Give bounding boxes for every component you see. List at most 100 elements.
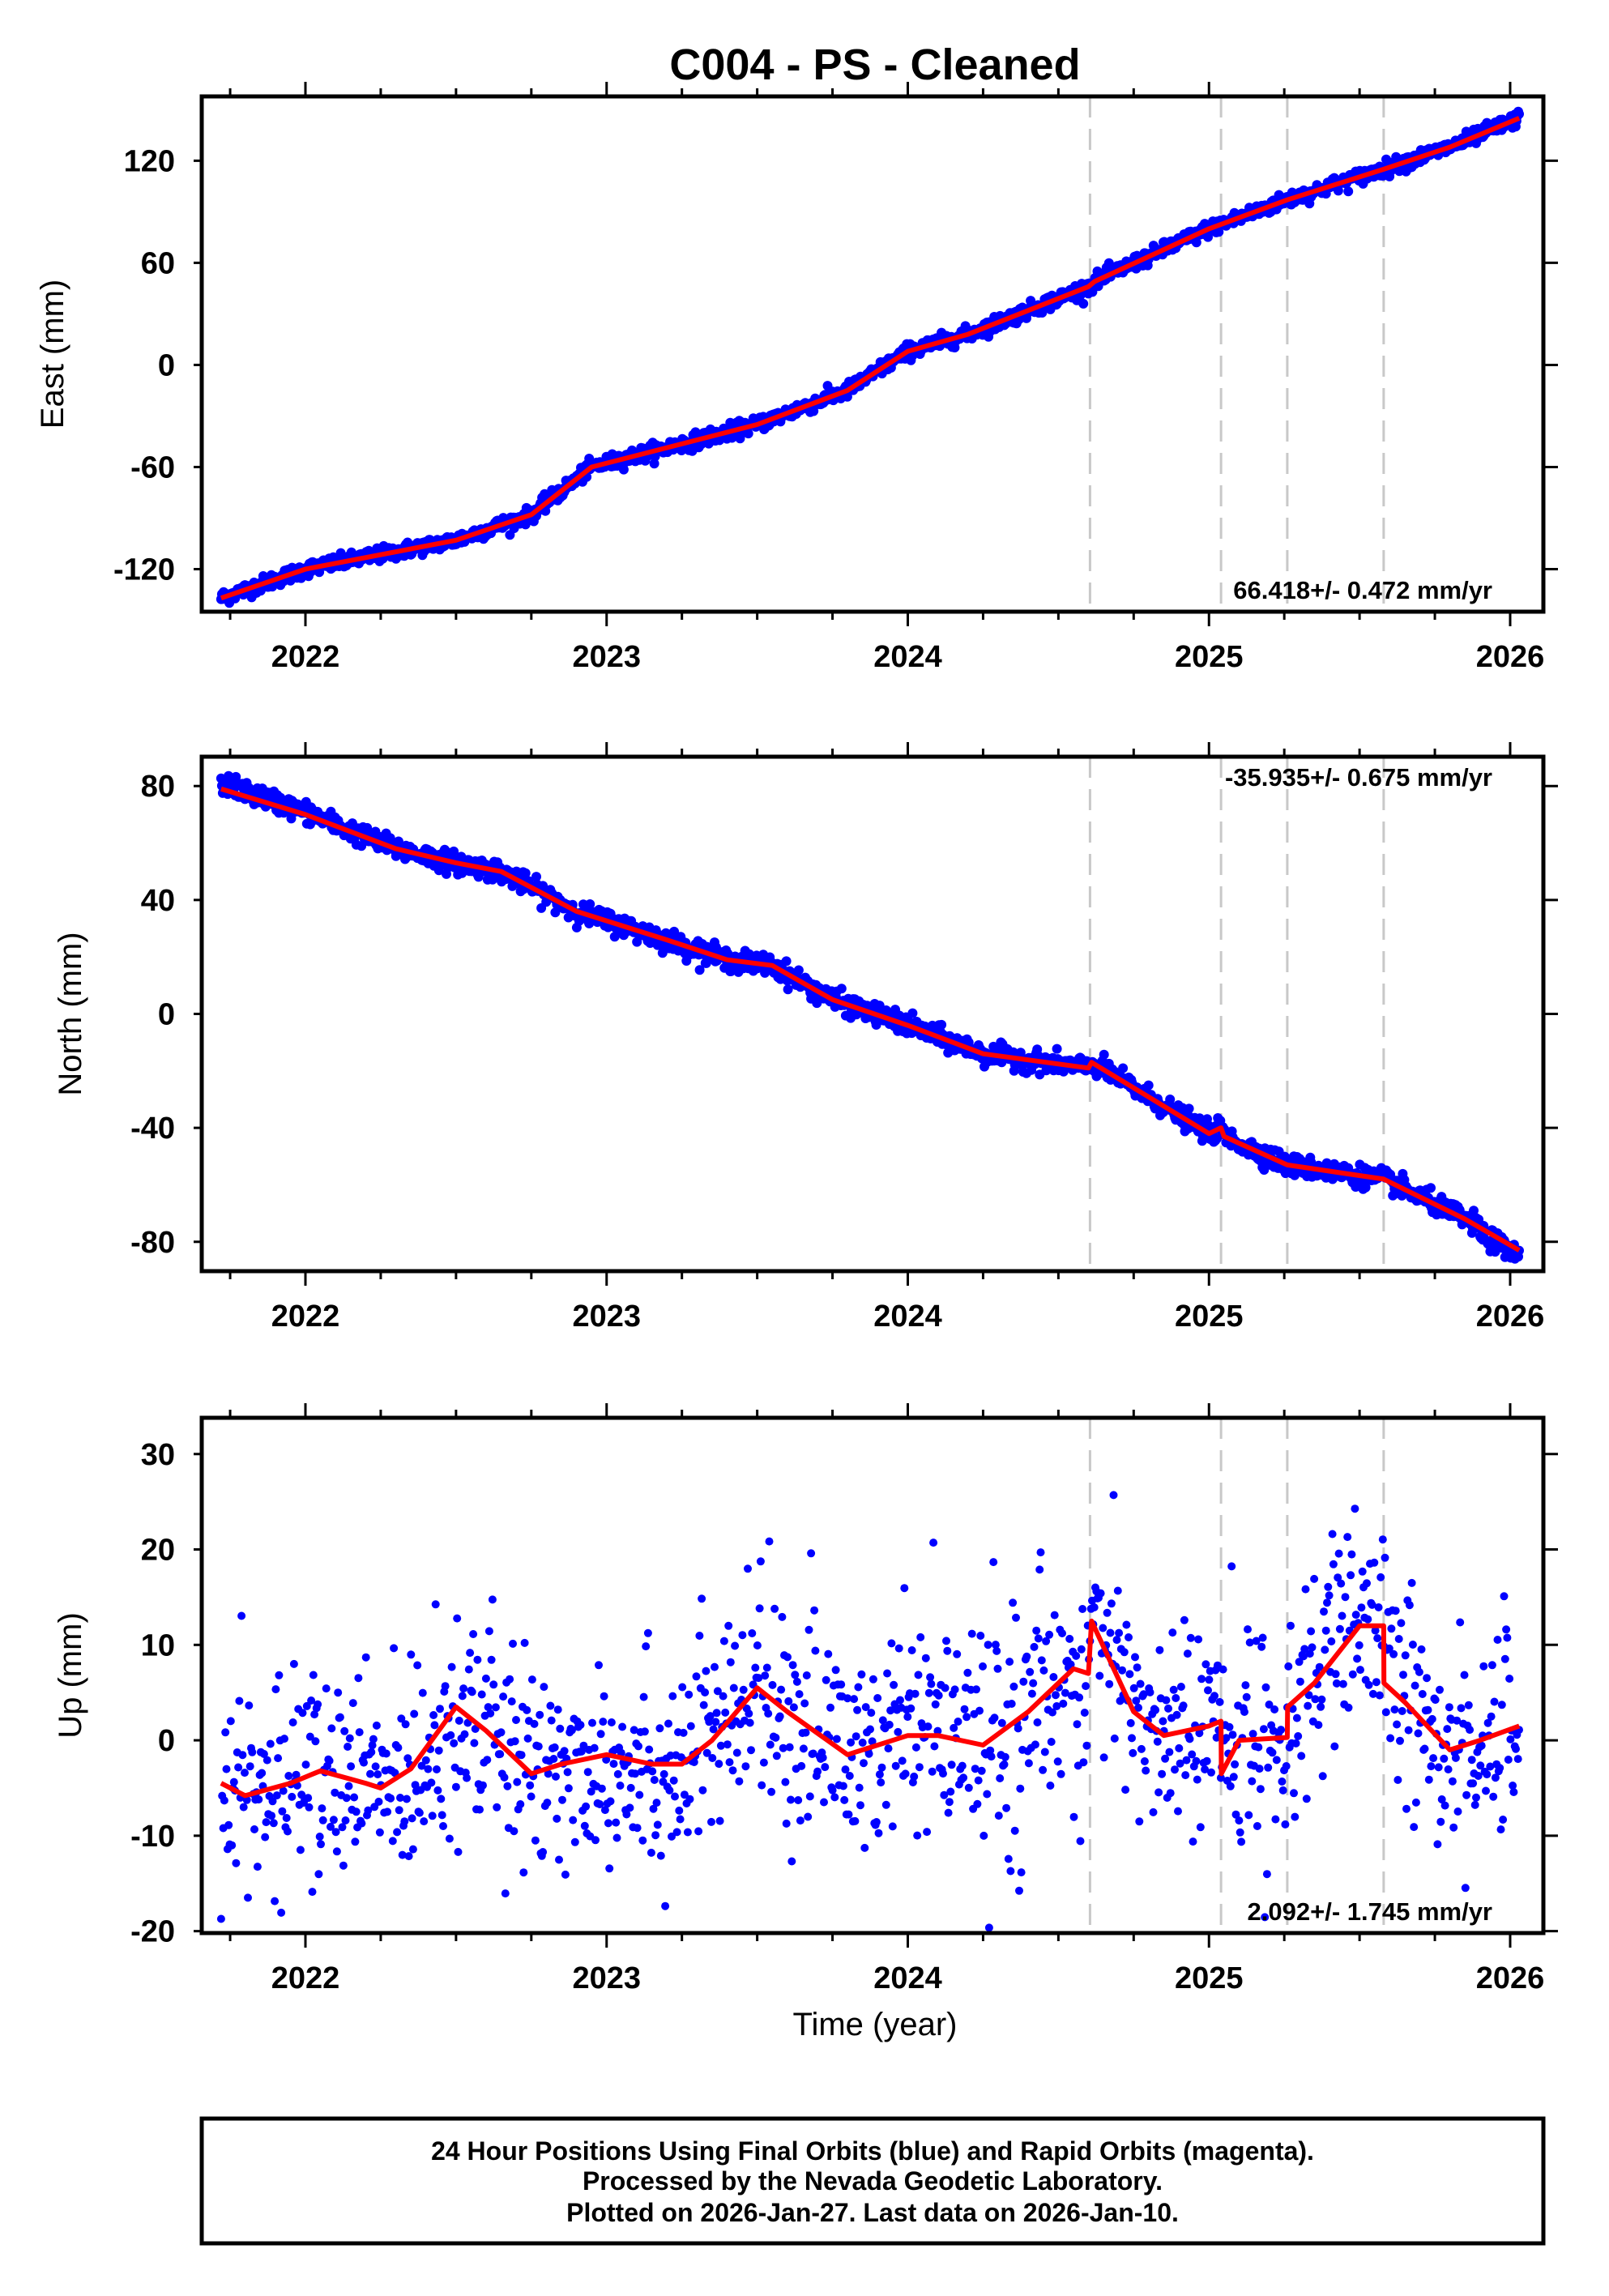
data-point [856,1801,864,1810]
data-point [1433,1840,1442,1849]
data-point [911,1743,920,1752]
data-point [884,1744,893,1753]
data-point [992,1646,1001,1655]
data-point [898,1756,907,1765]
data-point [261,1833,270,1841]
data-point [942,1637,950,1645]
data-point [536,1710,544,1719]
data-point [671,1792,679,1801]
data-point [373,1770,382,1779]
data-point [1291,1812,1300,1821]
data-point [460,1730,469,1739]
x-tick-label: 2025 [1175,1961,1244,1995]
data-point [258,1769,267,1777]
data-point [583,1768,592,1777]
data-point [1075,1693,1084,1702]
data-point [1258,1633,1267,1642]
data-point [446,1731,455,1739]
data-point [1001,1752,1009,1761]
x-tick-label: 2024 [873,1961,942,1995]
y-tick-label: 30 [141,1438,175,1472]
data-point [841,1765,850,1774]
data-point [296,1846,305,1854]
data-point [1429,1754,1438,1763]
data-point [1046,1782,1055,1790]
data-point [1242,1692,1251,1701]
data-point [1226,1782,1235,1790]
data-point [728,1766,737,1775]
data-point [332,1847,341,1856]
data-point [850,1695,859,1704]
data-point [476,1805,484,1814]
data-point [1331,1670,1340,1679]
data-point [651,1831,660,1840]
data-point [538,881,548,891]
data-point [1202,1756,1211,1765]
data-point [1483,1718,1492,1727]
data-point [885,1720,894,1729]
data-point [234,1763,243,1772]
data-point [958,1761,967,1770]
data-point [868,1737,877,1746]
data-point [713,1687,722,1696]
data-point [483,1756,492,1765]
data-point [344,1743,352,1751]
data-point [991,1641,1000,1649]
data-point [1012,1613,1020,1622]
data-point [304,1794,313,1803]
data-point [633,1824,642,1833]
data-point [1295,1677,1304,1686]
data-point [1136,1679,1145,1688]
data-point [277,1908,286,1917]
data-point [1080,1709,1089,1717]
data-point [1282,1762,1291,1770]
data-point [858,1739,867,1747]
data-point [1053,1757,1062,1766]
data-point [1436,1685,1444,1694]
model-line-north [220,786,1521,1253]
data-point [244,1893,252,1902]
data-point [1180,1615,1189,1624]
data-point [1317,1702,1325,1711]
data-point [340,1726,349,1735]
data-point [743,429,753,439]
data-point [881,1800,890,1809]
data-point [1030,1642,1039,1651]
data-point [1215,1697,1224,1706]
data-point [1477,1741,1486,1750]
data-point [810,1606,819,1615]
data-point [1196,1823,1205,1832]
data-point [314,1700,322,1709]
data-point [787,1857,796,1866]
data-point [587,1787,595,1796]
data-point [711,1718,720,1726]
data-point [1483,1770,1492,1779]
data-point [310,1710,319,1719]
data-point [576,1721,585,1730]
data-point [931,1700,940,1709]
data-point [1332,1679,1341,1688]
data-point [612,1818,621,1827]
data-point [331,1788,339,1797]
data-point [1491,1773,1500,1782]
data-point [1058,1629,1066,1637]
data-point [873,1694,882,1702]
data-point [1445,1703,1453,1712]
data-point [1490,1697,1499,1706]
data-point [913,1831,922,1840]
data-point [656,1851,665,1860]
data-point [685,1690,694,1699]
data-point [288,1718,297,1726]
data-point [1165,1748,1174,1756]
data-point [1128,1734,1136,1743]
data-point [355,1728,364,1737]
rate-label: 66.418+/- 0.472 mm/yr [1233,576,1492,604]
data-point [441,1682,450,1691]
data-point [1022,1652,1031,1661]
data-point [469,1630,478,1638]
data-point [512,1716,520,1724]
data-point [1155,1645,1164,1654]
data-point [1364,1680,1373,1689]
data-point [1065,1634,1074,1643]
data-point [805,1792,814,1801]
